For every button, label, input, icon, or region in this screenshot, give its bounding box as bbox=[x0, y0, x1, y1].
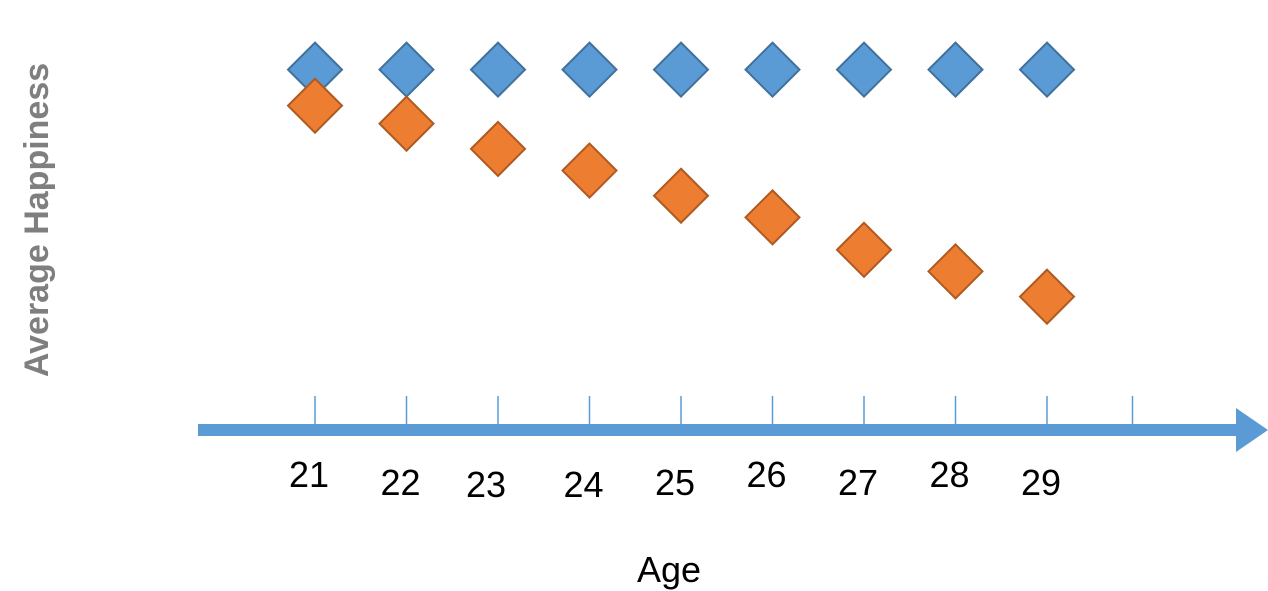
x-tick-label: 24 bbox=[563, 464, 603, 505]
x-tick-label: 27 bbox=[838, 462, 878, 503]
x-axis-title: Age bbox=[637, 549, 701, 590]
data-point-series-2 bbox=[561, 142, 618, 199]
data-point-series-2 bbox=[1018, 268, 1076, 326]
data-point-series-1 bbox=[561, 41, 618, 99]
data-point-series-1 bbox=[378, 41, 435, 99]
y-axis-title: Average Happiness bbox=[18, 63, 56, 377]
x-axis-ticks bbox=[314, 396, 1134, 424]
x-tick-label: 21 bbox=[289, 454, 329, 495]
x-tick-label: 25 bbox=[655, 462, 695, 503]
data-point-series-2 bbox=[469, 120, 527, 178]
data-point-series-2 bbox=[835, 221, 893, 279]
data-point-series-1 bbox=[835, 41, 893, 99]
x-tick-label: 26 bbox=[746, 454, 786, 495]
data-point-series-1 bbox=[744, 41, 801, 99]
x-tick-label: 29 bbox=[1021, 462, 1061, 503]
data-point-series-1 bbox=[652, 41, 710, 99]
data-point-series-1 bbox=[469, 41, 527, 99]
data-point-series-1 bbox=[1018, 41, 1076, 99]
data-point-series-1 bbox=[927, 41, 984, 99]
data-point-series-2 bbox=[286, 77, 344, 135]
x-tick-label: 22 bbox=[380, 462, 420, 503]
data-point-series-2 bbox=[927, 243, 984, 300]
x-axis-arrowhead bbox=[1236, 408, 1268, 452]
data-point-series-2 bbox=[652, 167, 710, 225]
data-point-series-2 bbox=[744, 188, 801, 246]
data-points bbox=[286, 41, 1076, 326]
x-tick-label: 23 bbox=[466, 464, 506, 505]
x-axis bbox=[198, 408, 1268, 452]
x-tick-labels: 21 22 23 24 25 26 27 28 29 bbox=[289, 454, 1061, 505]
data-point-series-2 bbox=[378, 95, 435, 153]
x-tick-label: 28 bbox=[929, 454, 969, 495]
